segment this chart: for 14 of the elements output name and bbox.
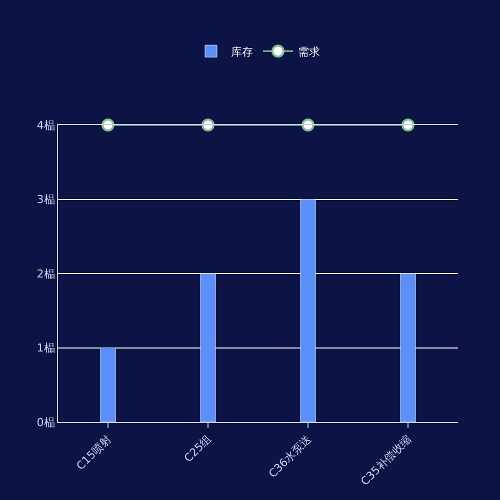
y-tick-label: 2榀 (36, 267, 55, 280)
y-tick-label: 3榀 (36, 193, 55, 206)
y-tick-label: 0榀 (36, 416, 55, 429)
bar (300, 199, 316, 422)
bar (100, 348, 116, 422)
bar (400, 273, 416, 422)
bar (200, 273, 216, 422)
y-tick-label: 4榀 (36, 118, 55, 132)
x-tick-label: C25组 (182, 432, 214, 465)
legend-label: 需求 (298, 45, 320, 58)
x-tick-label: C36水泵送 (266, 432, 314, 480)
x-tick-label: C35补偿收缩 (358, 432, 414, 488)
y-tick-label: 1榀 (36, 342, 55, 355)
legend-label: 库存 (231, 45, 253, 58)
